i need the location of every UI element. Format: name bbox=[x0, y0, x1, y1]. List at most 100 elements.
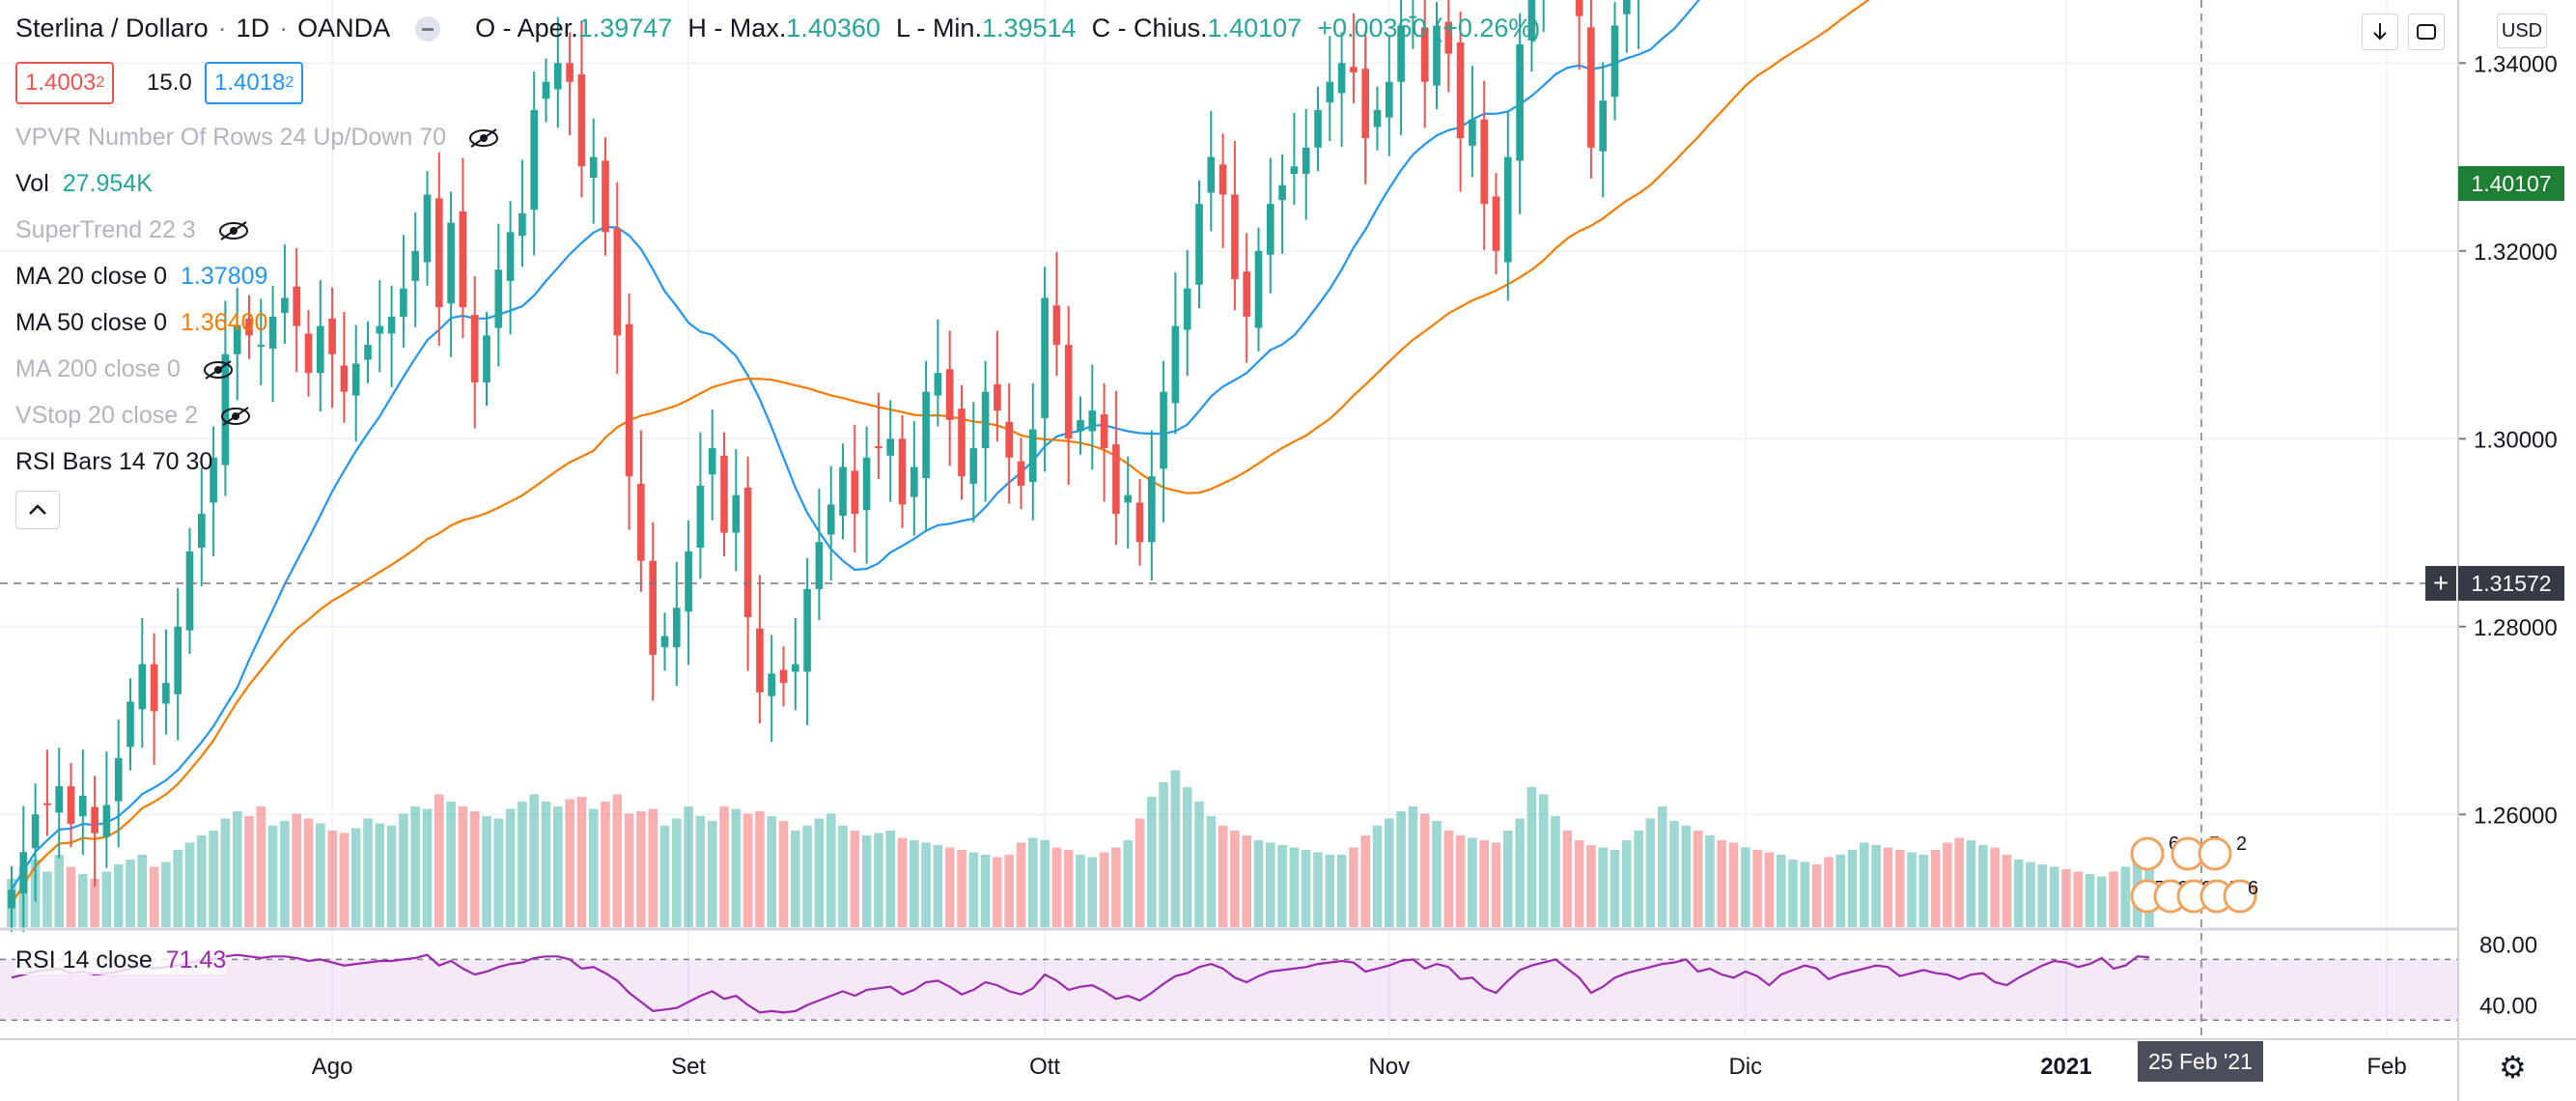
indicator-vol[interactable]: Vol 27.954K bbox=[15, 170, 153, 197]
volume-bar bbox=[1051, 847, 1062, 927]
volume-bar bbox=[1693, 831, 1703, 927]
fullscreen-icon[interactable] bbox=[2408, 14, 2445, 50]
volume-bar bbox=[244, 816, 254, 927]
volume-bar bbox=[1515, 818, 1525, 927]
rsi-tick-label: 40.00 bbox=[2479, 994, 2537, 1020]
candle-body bbox=[1124, 494, 1133, 503]
rsi-legend[interactable]: RSI 14 close 71.43 bbox=[15, 946, 227, 974]
candle-body bbox=[257, 345, 266, 348]
candle-body bbox=[1385, 81, 1393, 118]
buy-price-button[interactable]: 1.4018 2 bbox=[205, 62, 304, 104]
volume-bar bbox=[1040, 840, 1050, 927]
candle-body bbox=[126, 701, 134, 748]
eye-off-icon[interactable] bbox=[467, 127, 500, 149]
candle-body bbox=[43, 803, 51, 805]
candle-body bbox=[1064, 345, 1073, 439]
arrow-down-icon[interactable] bbox=[2362, 14, 2398, 50]
interval-label[interactable]: 1D bbox=[236, 14, 270, 42]
volume-bar bbox=[1372, 826, 1383, 927]
candle-body bbox=[743, 487, 752, 618]
candle-body bbox=[553, 63, 562, 90]
volume-bar bbox=[1930, 850, 1941, 927]
plus-icon[interactable]: + bbox=[2425, 566, 2456, 601]
volume-bar bbox=[933, 845, 943, 927]
volume-bar bbox=[874, 833, 883, 927]
volume-bar bbox=[1990, 847, 2000, 927]
candle-body bbox=[78, 795, 87, 817]
volume-bar bbox=[1788, 860, 1798, 927]
volume-bar bbox=[1871, 845, 1881, 927]
volume-bar bbox=[1325, 855, 1335, 927]
candle-body bbox=[1373, 109, 1382, 127]
candle-body bbox=[304, 333, 313, 374]
volume-bar bbox=[1087, 857, 1098, 927]
volume-bar bbox=[1645, 818, 1656, 927]
candle-body bbox=[55, 786, 64, 813]
volume-bar bbox=[2002, 855, 2012, 927]
change-value: +0.00360 (+0.26%) bbox=[1317, 14, 1541, 42]
candle-body bbox=[423, 194, 432, 263]
volume-bar bbox=[910, 840, 919, 927]
volume-bar bbox=[565, 799, 574, 927]
volume-bar bbox=[1253, 840, 1264, 927]
volume-bar bbox=[197, 835, 207, 927]
volume-bar bbox=[707, 821, 717, 927]
volume-bar bbox=[1206, 816, 1217, 927]
indicator-ma20[interactable]: MA 20 close 0 1.37809 bbox=[15, 263, 268, 290]
indicator-vstop[interactable]: VStop 20 close 2 bbox=[15, 402, 252, 430]
volume-bar bbox=[42, 871, 52, 927]
last-price-tag: 1.40107 bbox=[2458, 166, 2564, 201]
volume-bar bbox=[458, 806, 468, 927]
volume-bar bbox=[1776, 855, 1786, 927]
volume-bar bbox=[684, 806, 693, 927]
indicator-rsi-bars[interactable]: RSI Bars 14 70 30 bbox=[15, 448, 213, 475]
candle-body bbox=[1480, 119, 1489, 205]
volume-bar bbox=[576, 797, 587, 927]
volume-bar bbox=[1491, 842, 1501, 927]
candle-body bbox=[376, 325, 384, 334]
candle-body bbox=[1622, 0, 1631, 14]
indicator-ma200[interactable]: MA 200 close 0 bbox=[15, 355, 235, 383]
candle-body bbox=[862, 457, 871, 511]
volume-bar bbox=[410, 806, 420, 927]
candle-body bbox=[1527, 0, 1536, 41]
sell-price-button[interactable]: 1.4003 2 bbox=[15, 62, 115, 104]
indicator-vpvr[interactable]: VPVR Number Of Rows 24 Up/Down 70 bbox=[15, 124, 500, 152]
volume-bar bbox=[968, 852, 979, 927]
us-flag-icon bbox=[2223, 879, 2257, 914]
volume-bar bbox=[742, 813, 753, 927]
candle-body bbox=[637, 483, 645, 561]
chevron-up-icon[interactable] bbox=[15, 491, 60, 529]
candle-body bbox=[494, 269, 503, 328]
candle-body bbox=[720, 455, 728, 533]
candle-body bbox=[1028, 429, 1037, 483]
candle-body bbox=[1041, 297, 1049, 418]
candle-body bbox=[1516, 43, 1524, 161]
hide-legend-icon[interactable] bbox=[415, 15, 441, 42]
gear-icon[interactable]: ⚙ bbox=[2499, 1050, 2527, 1085]
candle-body bbox=[768, 673, 776, 696]
volume-bar bbox=[303, 818, 314, 927]
currency-label[interactable]: USD bbox=[2497, 14, 2547, 48]
volume-bar bbox=[1360, 835, 1370, 927]
volume-bar bbox=[482, 816, 491, 927]
eye-off-icon[interactable] bbox=[219, 406, 252, 427]
volume-bar bbox=[612, 794, 623, 927]
volume-bar bbox=[256, 806, 266, 927]
indicator-ma50[interactable]: MA 50 close 0 1.36400 bbox=[15, 309, 268, 336]
candle-body bbox=[400, 288, 407, 317]
volume-bar bbox=[327, 831, 337, 927]
volume-bar bbox=[1705, 835, 1715, 927]
eye-off-icon[interactable] bbox=[202, 359, 235, 381]
symbol-name[interactable]: Sterlina / Dollaro bbox=[15, 14, 209, 42]
event-badges: 65273246 bbox=[2130, 833, 2258, 914]
indicator-supertrend[interactable]: SuperTrend 22 3 bbox=[15, 216, 250, 244]
volume-bar bbox=[184, 842, 195, 927]
candle-body bbox=[803, 588, 811, 672]
volume-bar bbox=[1218, 826, 1228, 927]
volume-bar bbox=[518, 802, 527, 927]
eye-off-icon[interactable] bbox=[217, 220, 250, 241]
volume-bar bbox=[1824, 857, 1834, 927]
candle-body bbox=[589, 156, 598, 178]
